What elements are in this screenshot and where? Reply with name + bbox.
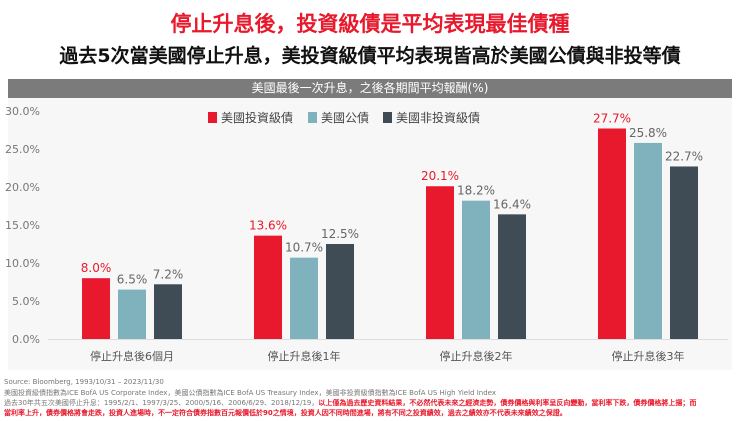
y-tick-label: 25.0%	[5, 143, 40, 156]
bar-3-0	[598, 128, 626, 339]
chart-title: 美國最後一次升息，之後各期間平均報酬(%)	[8, 79, 732, 98]
x-tick-label: 停止升息後1年	[268, 349, 341, 363]
data-label: 6.5%	[117, 273, 148, 287]
legend-swatch	[383, 112, 392, 123]
x-tick-label: 停止升息後2年	[440, 349, 513, 363]
page-subtitle: 過去5次當美國停止升息，美投資級債平均表現皆高於美國公債與非投等債	[59, 45, 681, 67]
data-label: 10.7%	[285, 241, 323, 255]
data-label: 16.4%	[493, 197, 531, 211]
bar-0-0	[82, 278, 110, 339]
data-label: 25.8%	[629, 126, 667, 140]
data-label: 20.1%	[421, 169, 459, 183]
bar-1-2	[326, 244, 354, 339]
data-label: 27.7%	[593, 111, 631, 125]
disclaimer-1: 以上僅為過去歷史資料結果，不必然代表未來之經濟走勢，債券價格與利率呈反向變動，當…	[318, 399, 697, 407]
bar-2-1	[462, 200, 490, 339]
data-label: 18.2%	[457, 184, 495, 198]
data-label: 13.6%	[249, 219, 287, 233]
y-tick-label: 20.0%	[5, 181, 40, 194]
legend-swatch	[208, 112, 217, 123]
legend-label: 美國投資級債	[221, 110, 293, 125]
bar-1-0	[254, 235, 282, 339]
legend-label: 美國非投資級債	[396, 110, 480, 125]
page-title: 停止升息後，投資級債是平均表現最佳債種	[170, 12, 570, 36]
y-tick-label: 5.0%	[12, 295, 40, 308]
dates-text: 過去30年共五次美國停止升息：1995/2/1、1997/3/25、2000/5…	[4, 399, 319, 407]
bar-1-1	[290, 257, 318, 339]
x-tick-label: 停止升息後6個月	[90, 349, 174, 363]
dates-note: 過去30年共五次美國停止升息：1995/2/1、1997/3/25、2000/5…	[4, 398, 696, 408]
bar-2-2	[498, 214, 526, 339]
legend-label: 美國公債	[321, 110, 369, 125]
bar-2-0	[426, 186, 454, 339]
disclaimer-2: 當利率上升，債券價格將會走跌，投資人進場時，不一定符合債券指數百元報價低於90之…	[4, 409, 567, 417]
source-note: Source: Bloomberg, 1993/10/31 – 2023/11/…	[4, 378, 164, 386]
index-note: 美國投資級債指數為ICE BofA US Corporate Index，美國公…	[4, 389, 496, 397]
legend-swatch	[308, 112, 317, 123]
y-tick-label: 15.0%	[5, 219, 40, 232]
data-label: 22.7%	[665, 149, 703, 163]
bar-3-2	[670, 166, 698, 339]
bar-3-1	[634, 142, 662, 339]
data-label: 7.2%	[153, 267, 184, 281]
y-tick-label: 30.0%	[5, 105, 40, 118]
data-label: 8.0%	[81, 261, 112, 275]
x-tick-label: 停止升息後3年	[612, 349, 685, 363]
bar-0-1	[118, 289, 146, 339]
bar-0-2	[154, 284, 182, 339]
data-label: 12.5%	[321, 227, 359, 241]
y-tick-label: 0.0%	[12, 333, 40, 346]
y-tick-label: 10.0%	[5, 257, 40, 270]
